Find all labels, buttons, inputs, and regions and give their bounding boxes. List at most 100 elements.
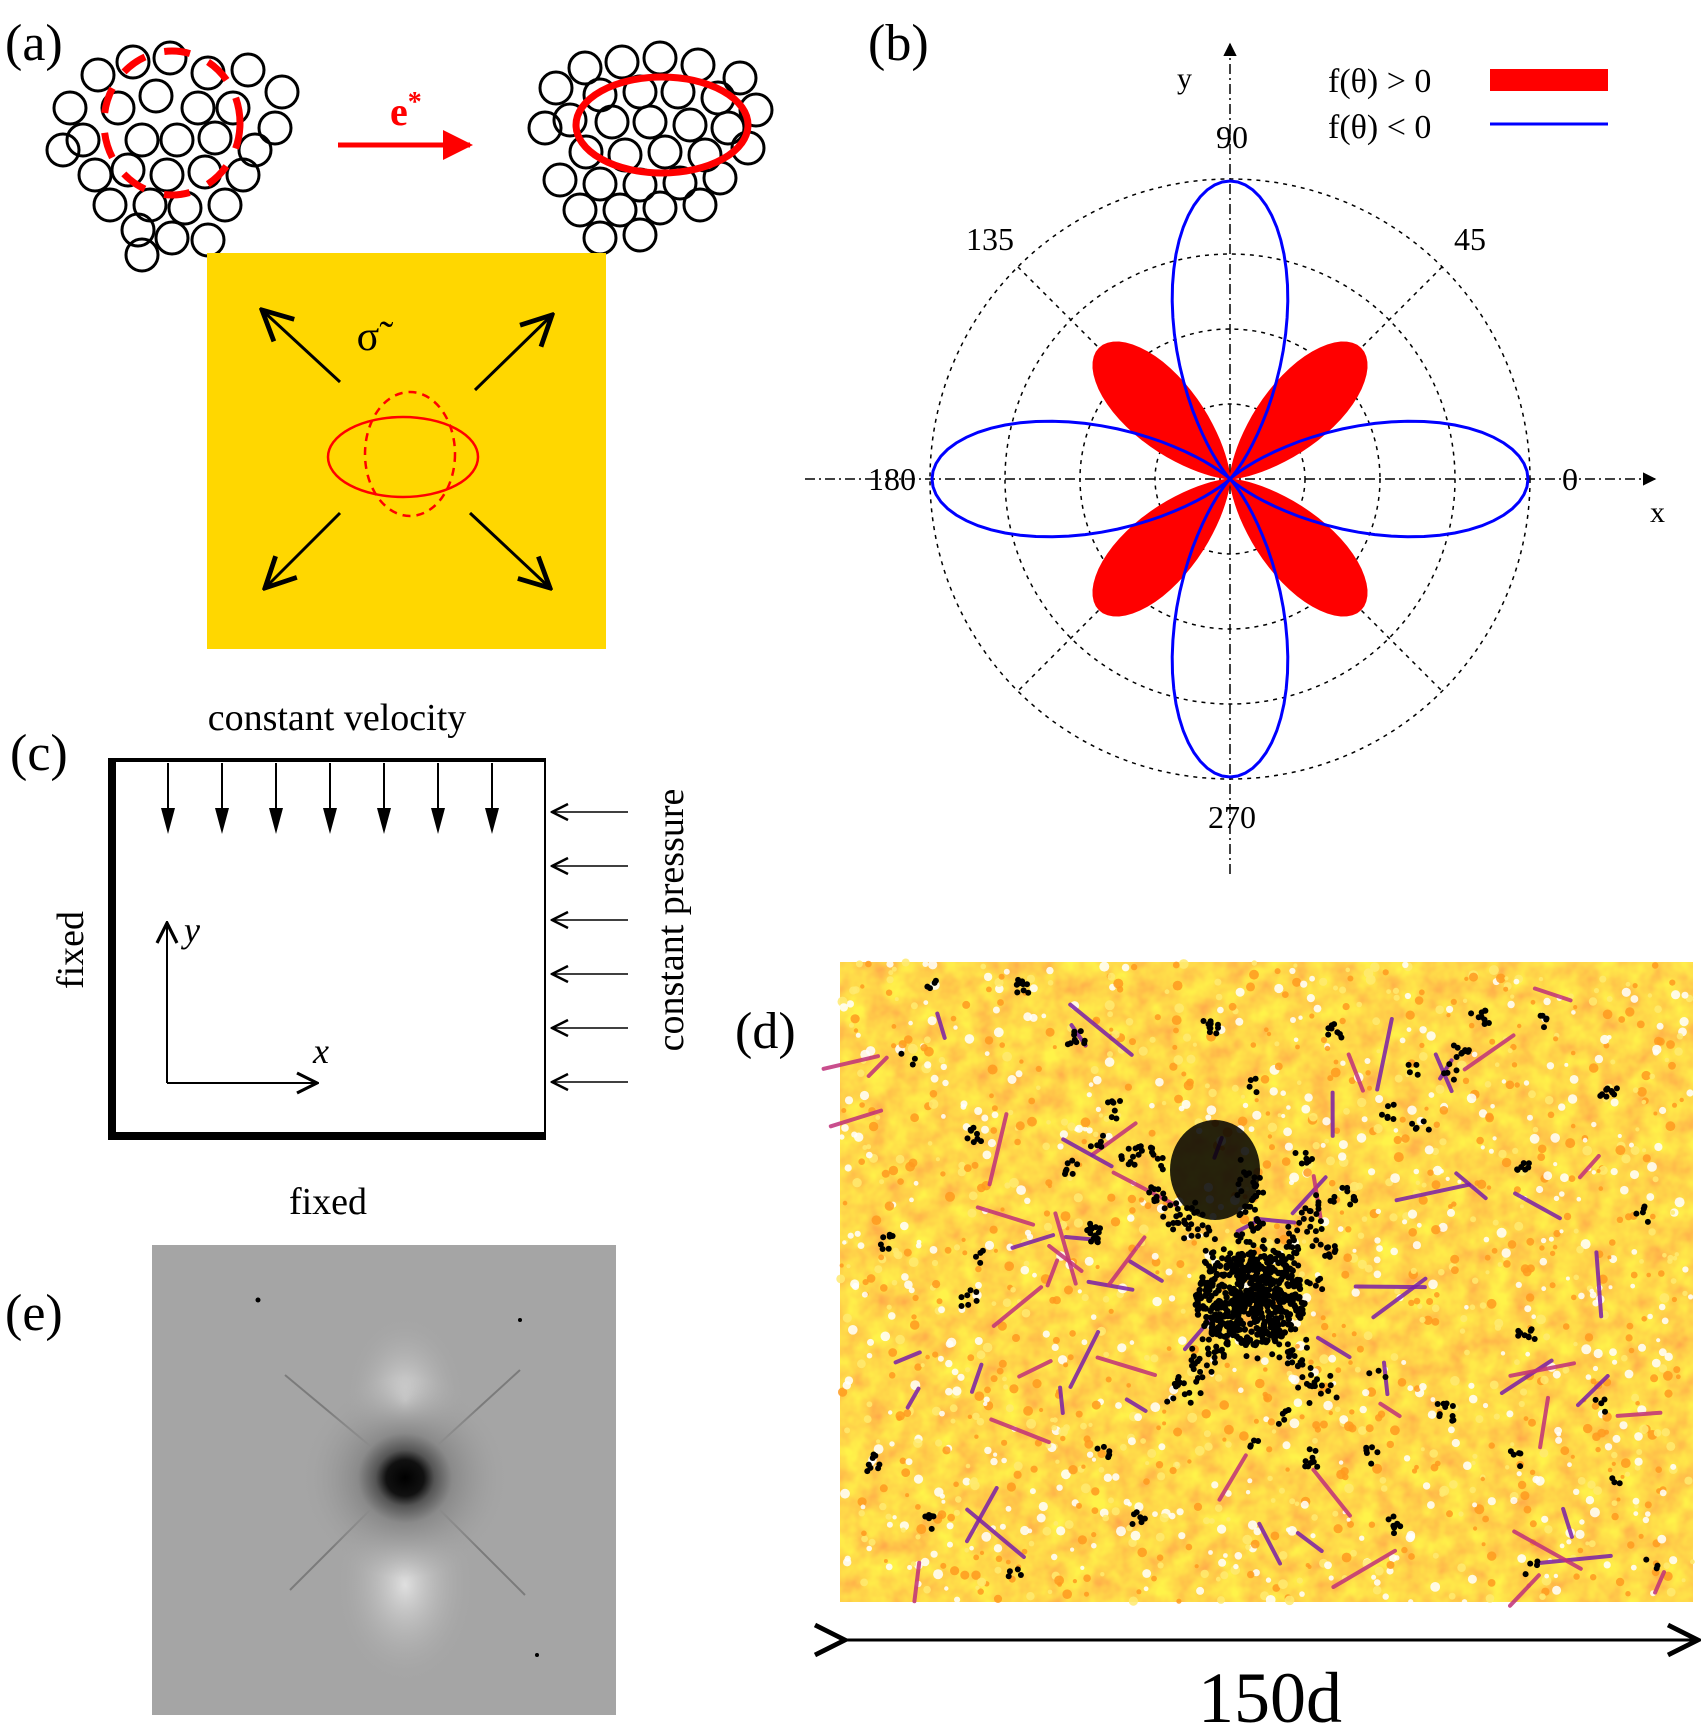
angle-label-270: 270 [1208, 799, 1256, 835]
particle [602, 192, 638, 228]
particle [187, 154, 223, 190]
inclusion-original-shape [363, 390, 457, 518]
velocity-arrow-head [161, 808, 175, 834]
panel-e-label: (e) [5, 1285, 63, 1342]
angle-label-180: 180 [868, 461, 916, 497]
legend-swatch-positive [1490, 69, 1608, 91]
panel-d-label: (d) [735, 1003, 796, 1060]
particle [159, 122, 195, 158]
panel-a: (a) e* σ̃ [5, 15, 774, 649]
velocity-arrows [161, 763, 499, 834]
eshelby-stress-box [207, 253, 606, 649]
angle-label-135: 135 [966, 221, 1014, 257]
particle [582, 220, 618, 256]
velocity-arrow-head [269, 808, 283, 834]
particle [152, 40, 188, 76]
legend-label-negative: f(θ) < 0 [1328, 109, 1431, 146]
velocity-arrow-head [485, 808, 499, 834]
particle [632, 104, 668, 140]
panel-b-label: (b) [868, 15, 929, 72]
particle [257, 110, 293, 146]
particle [197, 120, 233, 156]
polar-angle-labels: 0 45 90 135 180 270 [868, 119, 1578, 835]
eigenstrain-label: e* [390, 87, 422, 134]
polar-axis-x-label: x [1650, 496, 1665, 529]
particle [80, 57, 116, 93]
panel-e: (e) [5, 1245, 616, 1715]
polar-legend: f(θ) > 0 f(θ) < 0 [1328, 63, 1608, 146]
fixed-bottom-label: fixed [289, 1181, 367, 1223]
negative-lobe [930, 419, 1233, 539]
inclusion-deformed-shape [326, 415, 480, 499]
particle [77, 157, 113, 193]
particle [722, 60, 758, 96]
stress-arrows [262, 310, 552, 588]
scale-bar-label: 150d [1198, 1658, 1342, 1728]
particle [264, 74, 300, 110]
inclusion-dashed-circle [100, 47, 244, 199]
particle [149, 157, 185, 193]
particle-cluster-before [45, 40, 300, 273]
negative-lobe [1227, 419, 1530, 539]
pressure-arrows [552, 812, 628, 1082]
particle [682, 187, 718, 223]
particle [542, 162, 578, 198]
stress-arrow-upper-right [473, 315, 552, 392]
panel-c-axes [167, 923, 317, 1083]
particle [527, 110, 563, 146]
legend-label-positive: f(θ) > 0 [1328, 63, 1431, 100]
particle [647, 134, 683, 170]
velocity-arrow-head [431, 808, 445, 834]
angle-label-45: 45 [1454, 221, 1486, 257]
particle [710, 110, 746, 146]
particle [552, 102, 588, 138]
particle [582, 166, 618, 202]
particle [672, 107, 708, 143]
particle [642, 190, 678, 226]
particle [115, 44, 151, 80]
positive-lobe [1229, 341, 1368, 480]
positive-lobe [1092, 341, 1231, 480]
particle [225, 157, 261, 193]
panel-c-label: (c) [10, 725, 68, 782]
polar-axis-y-label: y [1177, 62, 1192, 95]
particle [622, 217, 658, 253]
particle [180, 90, 216, 126]
particle [594, 104, 630, 140]
particle [567, 50, 603, 86]
correlation-core [300, 1378, 510, 1578]
particle [230, 52, 266, 88]
displacement-map [821, 958, 1695, 1608]
stress-arrow-lower-right [468, 511, 550, 588]
velocity-arrow-head [215, 808, 229, 834]
negative-lobe [1170, 476, 1290, 779]
particle [662, 165, 698, 201]
constant-velocity-label: constant velocity [208, 697, 467, 739]
correlation-specks [255, 1297, 539, 1657]
particle [120, 212, 156, 248]
angle-label-90: 90 [1216, 119, 1248, 155]
panel-a-label: (a) [5, 15, 63, 72]
particle [568, 134, 604, 170]
angle-label-0: 0 [1562, 461, 1578, 497]
particle [604, 44, 640, 80]
axis-y-label: y [181, 910, 200, 950]
particle [207, 187, 243, 223]
particle [154, 220, 190, 256]
axis-x-label: x [312, 1031, 329, 1071]
velocity-arrow-head [323, 808, 337, 834]
panel-c: (c) constant velocity fixed fixed consta… [10, 697, 692, 1223]
positive-lobe [1092, 478, 1231, 617]
particle [190, 222, 226, 258]
inclusion-ellipse [572, 73, 752, 177]
particle [215, 90, 251, 126]
particle [110, 152, 146, 188]
particle [138, 78, 174, 114]
constant-pressure-label: constant pressure [650, 789, 692, 1052]
positive-lobe [1229, 478, 1368, 617]
polar-grid [805, 42, 1657, 874]
particle [65, 122, 101, 158]
velocity-arrow-head [377, 808, 391, 834]
particle [132, 187, 168, 223]
